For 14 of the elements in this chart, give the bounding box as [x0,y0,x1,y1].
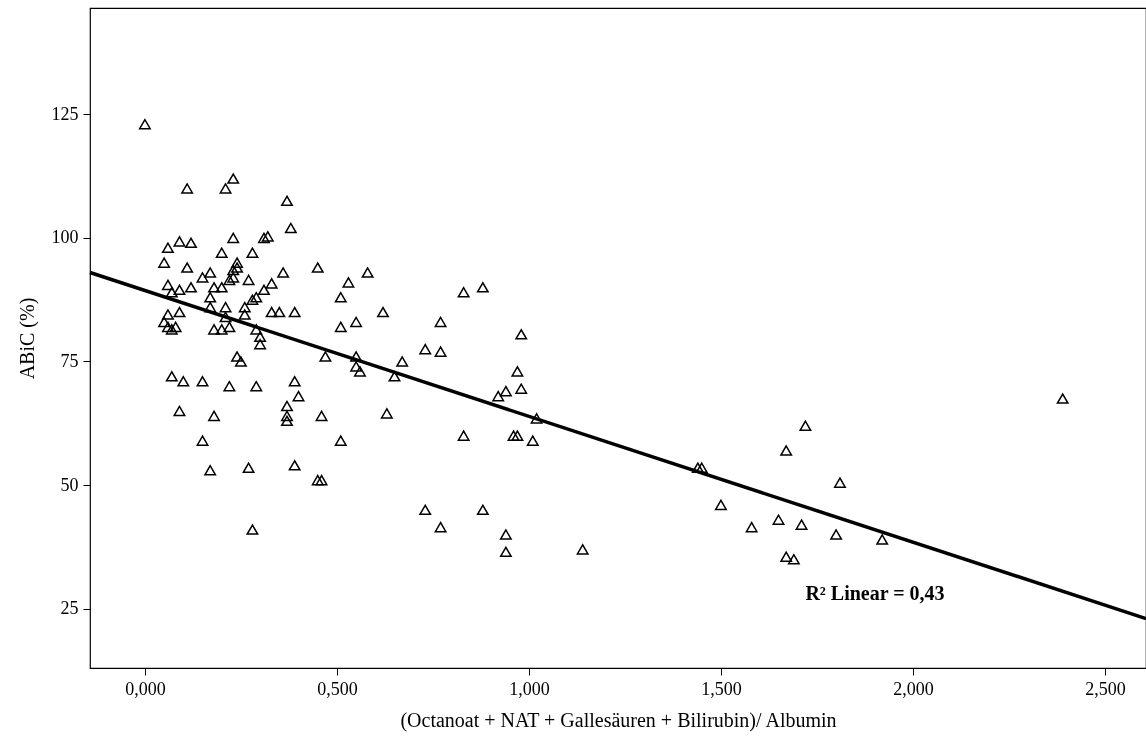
y-tick-label: 125 [51,103,79,124]
y-tick-label: 50 [60,474,79,495]
x-tick-label: 0,500 [317,678,358,699]
x-tick-label: 1,000 [509,678,550,699]
y-axis-title: ABiC (%) [15,297,39,380]
y-tick-label: 100 [51,227,79,248]
y-tick-label: 75 [60,350,79,371]
x-tick-label: 2,000 [893,678,934,699]
y-tick-label: 25 [60,598,79,619]
x-tick-label: 0,000 [125,678,166,699]
annotation: R² Linear = 0,43 [805,582,945,604]
x-tick-label: 2,500 [1085,678,1126,699]
x-axis-title: (Octanoat + NAT + Gallesäuren + Bilirubin)/ Albumin [400,708,837,732]
x-tick-label: 1,500 [701,678,742,699]
